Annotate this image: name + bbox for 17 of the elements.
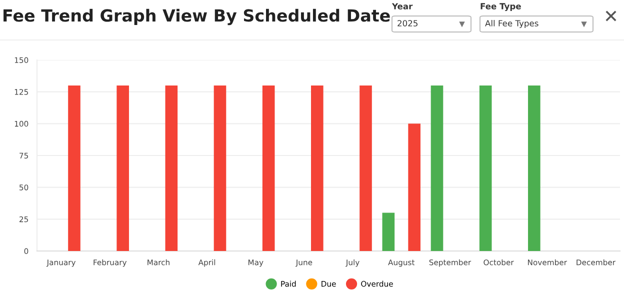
bar: [360, 85, 372, 251]
bar: [528, 85, 540, 251]
bar: [68, 85, 80, 251]
chart-title: Fee Trend Graph View By Scheduled Date: [4, 8, 390, 26]
bar: [479, 85, 492, 251]
bar: [262, 85, 275, 251]
bar: [214, 85, 226, 251]
text: Fee Type: [480, 3, 521, 12]
bar: [116, 85, 129, 251]
text: All Fee Types: [485, 20, 538, 28]
bar: [311, 85, 324, 251]
text: 2025: [398, 20, 418, 26]
text: Year: [392, 3, 413, 10]
bar: [165, 85, 178, 251]
bar: [382, 212, 395, 251]
bar: [430, 85, 444, 251]
bar: [408, 124, 420, 251]
